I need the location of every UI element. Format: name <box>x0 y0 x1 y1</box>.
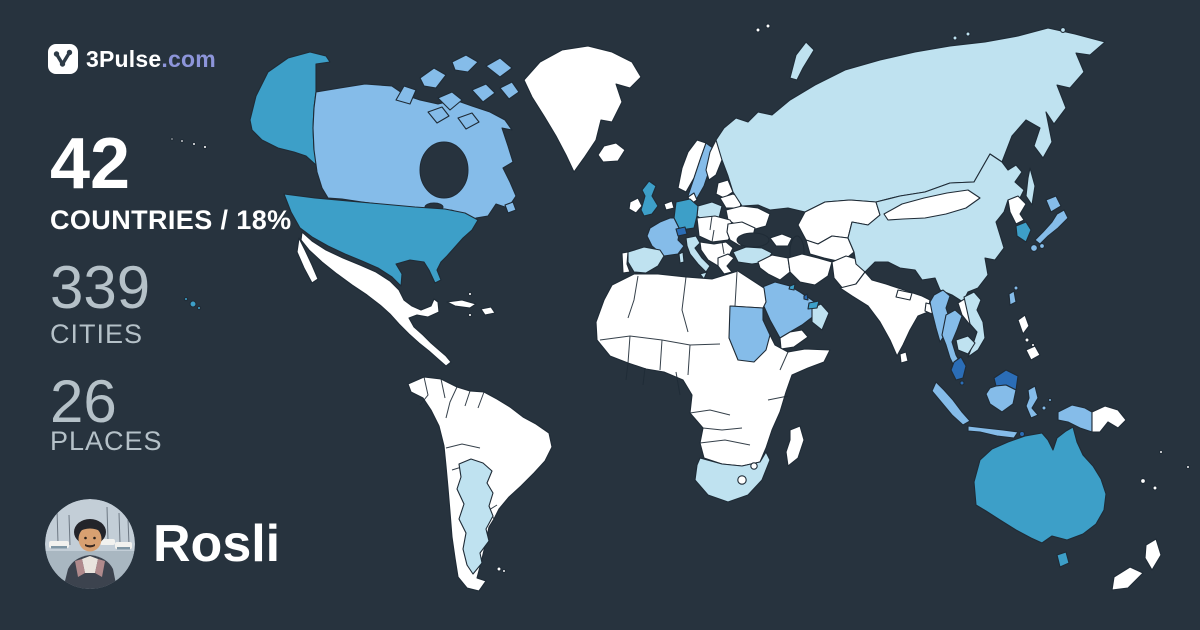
svalbard <box>765 23 771 29</box>
nz-south-island <box>1111 566 1144 591</box>
country-france <box>646 217 685 257</box>
peninsular-malaysia <box>950 356 967 381</box>
country-italy <box>685 235 711 273</box>
country-north-korea <box>1007 195 1027 225</box>
benelux <box>663 200 675 211</box>
stat-countries-label: COUNTRIES / 18% <box>50 205 292 235</box>
stat-cities-label: CITIES <box>50 319 144 349</box>
arctic-islands <box>395 54 520 130</box>
country-sri-lanka <box>899 351 909 364</box>
user-name: Rosli <box>153 515 281 573</box>
papua-new-guinea <box>1091 405 1127 433</box>
country-cuba <box>446 299 477 309</box>
nz-north-island <box>1144 538 1162 571</box>
country-greenland <box>523 45 642 173</box>
pacific-island <box>1152 485 1158 491</box>
philippines <box>1017 314 1041 361</box>
stat-countries-value: 42 <box>50 124 131 204</box>
pacific-island <box>1140 478 1146 484</box>
country-oman <box>811 303 830 331</box>
country-spain <box>627 246 665 274</box>
aleutian-islands <box>170 137 208 150</box>
arctic-isle <box>952 35 958 41</box>
arctic-isle <box>965 31 971 37</box>
pacific-island <box>1158 449 1164 455</box>
country-iceland <box>597 142 626 163</box>
newfoundland <box>504 201 517 214</box>
stat-cities-value: 339 <box>50 254 151 321</box>
country-australia <box>973 426 1107 544</box>
country-nepal <box>895 289 913 301</box>
country-japan <box>1007 195 1069 299</box>
country-madagascar <box>785 425 805 467</box>
stat-places-value: 26 <box>50 368 117 435</box>
sakhalin <box>1025 167 1036 206</box>
country-mexico <box>300 231 452 367</box>
country-usa <box>283 193 479 287</box>
africa-landmass <box>595 270 831 467</box>
country-portugal <box>621 251 631 274</box>
kalimantan <box>985 384 1017 413</box>
country-taiwan <box>1008 290 1017 306</box>
country-mongolia <box>883 189 981 221</box>
black-sea <box>736 232 770 248</box>
pulse-share-icon <box>53 49 73 67</box>
jamaica <box>467 312 473 318</box>
maluku <box>1041 405 1047 411</box>
country-china <box>847 153 1025 303</box>
falkland-islands <box>496 566 502 572</box>
country-ireland <box>628 197 643 214</box>
country-argentina <box>456 458 494 575</box>
falkland-islands <box>501 568 507 574</box>
java <box>967 425 1019 439</box>
tasmania <box>1056 551 1070 568</box>
country-singapore <box>959 380 965 386</box>
caucasus <box>769 233 793 247</box>
country-south-korea <box>1015 221 1032 243</box>
country-sudan <box>728 305 771 363</box>
country-switzerland <box>675 226 688 237</box>
user-profile: Rosli <box>45 499 280 589</box>
maluku <box>1047 397 1053 403</box>
country-united-kingdom <box>640 180 659 217</box>
eswatini <box>750 462 758 470</box>
bahamas <box>467 291 473 297</box>
country-cambodia <box>955 335 976 355</box>
pacific-island <box>1185 464 1191 470</box>
novaya-zemlya <box>789 41 815 81</box>
arctic-isle <box>1060 27 1066 33</box>
brand-suffix: .com <box>161 45 216 72</box>
country-vietnam <box>963 291 986 358</box>
europe-borders <box>709 215 725 255</box>
country-qatar <box>803 293 809 301</box>
bali <box>1018 430 1026 438</box>
brand-logo[interactable]: 3Pulse.com <box>48 44 216 74</box>
country-uae <box>807 300 820 310</box>
avatar <box>45 499 135 589</box>
hawaii <box>183 296 202 311</box>
hudson-bay <box>419 141 469 199</box>
baja-california <box>296 237 319 284</box>
country-kuwait <box>788 283 796 291</box>
country-greece <box>717 253 735 275</box>
svalbard <box>755 27 761 33</box>
sicily <box>699 271 708 280</box>
lesotho <box>737 475 747 485</box>
country-iran <box>787 253 833 286</box>
sardinia <box>678 251 685 264</box>
brand-logo-icon <box>48 44 78 74</box>
sumatra <box>931 381 971 426</box>
sulawesi <box>1025 385 1039 419</box>
stat-places-label: PLACES <box>50 426 163 456</box>
brand-name: 3Pulse.com <box>86 45 216 72</box>
iraq-levant <box>757 254 791 281</box>
hispaniola <box>480 306 496 316</box>
